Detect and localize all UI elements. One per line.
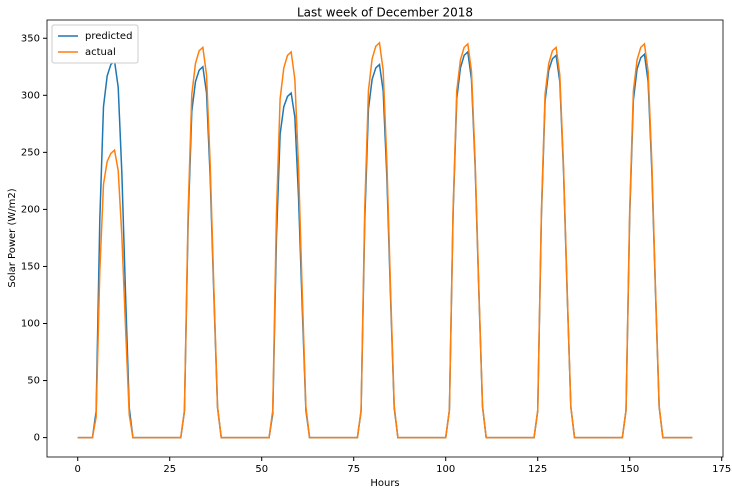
x-tick-label: 150 [620,464,639,475]
y-tick-label: 0 [34,433,40,444]
y-tick-label: 50 [27,376,40,387]
y-axis-label: Solar Power (W/m2) [7,188,18,287]
x-tick-label: 25 [163,464,176,475]
legend-box [51,24,139,64]
x-tick-label: 0 [75,464,81,475]
legend-label: actual [85,47,116,58]
y-tick-label: 100 [21,319,40,330]
y-tick-label: 350 [21,33,40,44]
x-tick-label: 75 [347,464,360,475]
x-axis-label: Hours [370,478,399,489]
x-tick-label: 125 [528,464,547,475]
x-tick-label: 175 [712,464,731,475]
x-tick-label: 50 [255,464,268,475]
plot-frame [46,19,724,458]
y-tick-label: 200 [21,204,40,215]
x-tick-label: 100 [436,464,455,475]
legend-label: predicted [85,31,132,42]
y-tick-label: 150 [21,261,40,272]
chart-title: Last week of December 2018 [297,6,473,20]
data-line [77,41,693,439]
y-tick-label: 300 [21,90,40,101]
y-tick-label: 250 [21,147,40,158]
